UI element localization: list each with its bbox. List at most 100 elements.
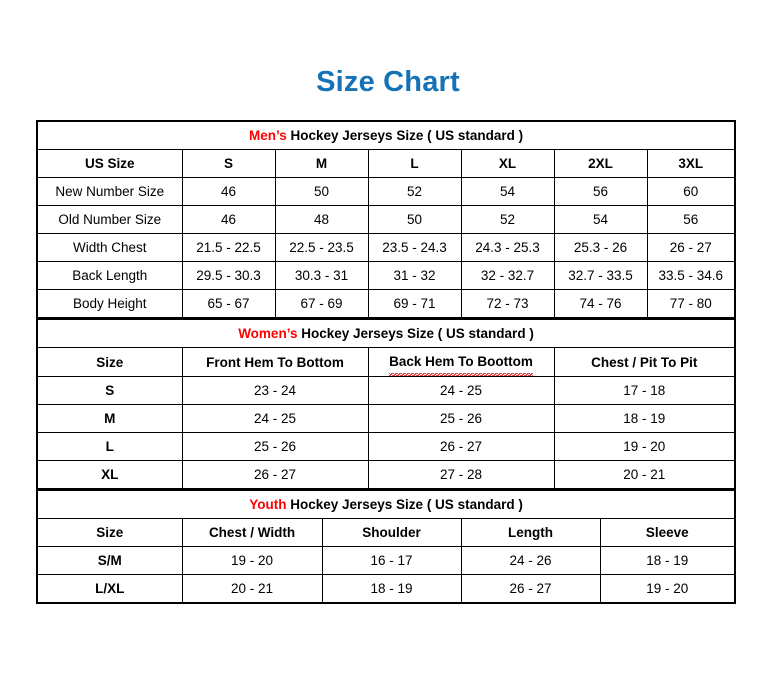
mens-section-header-row: Men’s Hockey Jerseys Size ( US standard …: [36, 120, 736, 150]
womens-row-label-2: L: [36, 432, 183, 461]
table-row: L 25 - 26 26 - 27 19 - 20: [36, 432, 736, 461]
youth-cell-0-3: 18 - 19: [599, 546, 736, 575]
mens-row-label-4: Body Height: [36, 289, 183, 318]
womens-header-accent: Women’s: [238, 326, 298, 341]
table-row: New Number Size 46 50 52 54 56 60: [36, 177, 736, 206]
mens-cell-0-5: 60: [646, 177, 736, 206]
womens-cell-0-2: 17 - 18: [553, 376, 736, 405]
mens-col-header-3: L: [367, 149, 462, 178]
womens-row-label-3: XL: [36, 460, 183, 489]
mens-cell-2-0: 21.5 - 22.5: [181, 233, 276, 262]
mens-cell-4-1: 67 - 69: [274, 289, 369, 318]
youth-cell-1-1: 18 - 19: [321, 574, 462, 604]
mens-row-label-0: New Number Size: [36, 177, 183, 206]
youth-cell-1-3: 19 - 20: [599, 574, 736, 604]
womens-cell-3-1: 27 - 28: [367, 460, 555, 489]
mens-cell-4-0: 65 - 67: [181, 289, 276, 318]
mens-section-header: Men’s Hockey Jerseys Size ( US standard …: [36, 120, 736, 150]
mens-cell-4-5: 77 - 80: [646, 289, 736, 318]
mens-cell-2-1: 22.5 - 23.5: [274, 233, 369, 262]
youth-header-accent: Youth: [249, 497, 287, 512]
womens-cell-0-1: 24 - 25: [367, 376, 555, 405]
youth-cell-1-0: 20 - 21: [181, 574, 323, 604]
table-row: Width Chest 21.5 - 22.5 22.5 - 23.5 23.5…: [36, 233, 736, 262]
mens-row-label-3: Back Length: [36, 261, 183, 290]
womens-header-rest: Hockey Jerseys Size ( US standard ): [297, 326, 534, 341]
table-row: Back Length 29.5 - 30.3 30.3 - 31 31 - 3…: [36, 261, 736, 290]
womens-col-header-0: Size: [36, 347, 183, 377]
mens-col-header-6: 3XL: [646, 149, 736, 178]
youth-cell-0-0: 19 - 20: [181, 546, 323, 575]
mens-cell-3-4: 32.7 - 33.5: [553, 261, 648, 290]
table-row: Body Height 65 - 67 67 - 69 69 - 71 72 -…: [36, 289, 736, 318]
womens-section-header: Women’s Hockey Jerseys Size ( US standar…: [36, 318, 736, 348]
youth-cell-0-1: 16 - 17: [321, 546, 462, 575]
mens-cell-3-0: 29.5 - 30.3: [181, 261, 276, 290]
womens-row-label-1: M: [36, 404, 183, 433]
mens-cell-1-5: 56: [646, 205, 736, 234]
womens-section-header-row: Women’s Hockey Jerseys Size ( US standar…: [36, 318, 736, 348]
womens-cell-3-2: 20 - 21: [553, 460, 736, 489]
womens-size-table: Women’s Hockey Jerseys Size ( US standar…: [36, 318, 736, 489]
youth-cell-1-2: 26 - 27: [460, 574, 601, 604]
mens-cell-2-5: 26 - 27: [646, 233, 736, 262]
mens-size-table: Men’s Hockey Jerseys Size ( US standard …: [36, 120, 737, 318]
mens-cell-0-0: 46: [181, 177, 276, 206]
mens-col-header-0: US Size: [36, 149, 183, 178]
table-row: XL 26 - 27 27 - 28 20 - 21: [36, 460, 736, 489]
mens-cell-0-2: 52: [367, 177, 462, 206]
youth-col-header-2: Shoulder: [321, 518, 462, 547]
mens-cell-1-0: 46: [181, 205, 276, 234]
mens-col-header-2: M: [274, 149, 369, 178]
youth-section-header: Youth Hockey Jerseys Size ( US standard …: [36, 489, 736, 519]
youth-col-header-1: Chest / Width: [181, 518, 323, 547]
mens-cell-2-4: 25.3 - 26: [553, 233, 648, 262]
mens-cell-1-2: 50: [367, 205, 462, 234]
table-row: S 23 - 24 24 - 25 17 - 18: [36, 376, 736, 405]
mens-cell-4-2: 69 - 71: [367, 289, 462, 318]
page-title: Size Chart: [316, 66, 460, 98]
youth-size-table: Youth Hockey Jerseys Size ( US standard …: [36, 489, 737, 604]
misspelled-word: Back Hem To Boottom: [389, 348, 533, 376]
youth-cell-0-2: 24 - 26: [460, 546, 601, 575]
mens-cell-4-4: 74 - 76: [553, 289, 648, 318]
mens-header-rest: Hockey Jerseys Size ( US standard ): [286, 128, 524, 143]
womens-cell-1-2: 18 - 19: [553, 404, 736, 433]
table-row: Old Number Size 46 48 50 52 54 56: [36, 205, 736, 234]
womens-col-header-1: Front Hem To Bottom: [181, 347, 369, 377]
mens-cell-2-2: 23.5 - 24.3: [367, 233, 462, 262]
size-tables-container: Men’s Hockey Jerseys Size ( US standard …: [36, 120, 737, 604]
mens-cell-0-4: 56: [553, 177, 648, 206]
mens-cell-1-3: 52: [460, 205, 555, 234]
womens-cell-1-1: 25 - 26: [367, 404, 555, 433]
womens-row-label-0: S: [36, 376, 183, 405]
youth-row-label-0: S/M: [36, 546, 183, 575]
mens-column-header-row: US Size S M L XL 2XL 3XL: [36, 149, 736, 178]
womens-cell-2-2: 19 - 20: [553, 432, 736, 461]
youth-col-header-3: Length: [460, 518, 601, 547]
womens-col-header-2: Back Hem To Boottom: [367, 347, 555, 377]
mens-cell-3-2: 31 - 32: [367, 261, 462, 290]
mens-cell-1-1: 48: [274, 205, 369, 234]
youth-header-rest: Hockey Jerseys Size ( US standard ): [286, 497, 523, 512]
mens-col-header-5: 2XL: [553, 149, 648, 178]
womens-col-header-3: Chest / Pit To Pit: [553, 347, 736, 377]
table-row: L/XL 20 - 21 18 - 19 26 - 27 19 - 20: [36, 574, 736, 604]
womens-cell-0-0: 23 - 24: [181, 376, 369, 405]
mens-cell-0-3: 54: [460, 177, 555, 206]
youth-col-header-4: Sleeve: [599, 518, 736, 547]
womens-column-header-row: Size Front Hem To Bottom Back Hem To Boo…: [36, 347, 736, 377]
mens-cell-3-3: 32 - 32.7: [460, 261, 555, 290]
table-row: S/M 19 - 20 16 - 17 24 - 26 18 - 19: [36, 546, 736, 575]
mens-cell-2-3: 24.3 - 25.3: [460, 233, 555, 262]
womens-cell-2-0: 25 - 26: [181, 432, 369, 461]
womens-cell-1-0: 24 - 25: [181, 404, 369, 433]
table-row: M 24 - 25 25 - 26 18 - 19: [36, 404, 736, 433]
mens-col-header-4: XL: [460, 149, 555, 178]
mens-row-label-1: Old Number Size: [36, 205, 183, 234]
mens-cell-3-5: 33.5 - 34.6: [646, 261, 736, 290]
youth-column-header-row: Size Chest / Width Shoulder Length Sleev…: [36, 518, 736, 547]
mens-cell-4-3: 72 - 73: [460, 289, 555, 318]
mens-cell-3-1: 30.3 - 31: [274, 261, 369, 290]
